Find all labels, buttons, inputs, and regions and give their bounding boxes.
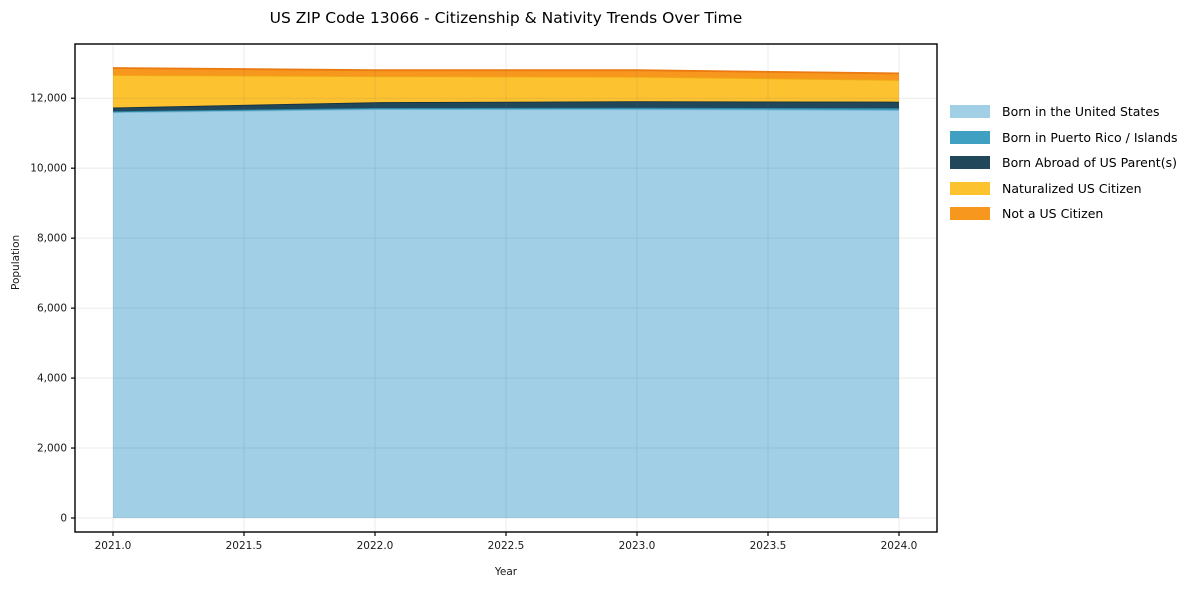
area-series-3 [113, 75, 899, 108]
legend-label: Born Abroad of US Parent(s) [1002, 155, 1177, 171]
legend-item: Born in the United States [950, 99, 1178, 125]
x-tick-label: 2023.5 [750, 540, 787, 552]
x-tick-label: 2021.5 [226, 540, 263, 552]
x-tick-label: 2022.0 [357, 540, 394, 552]
area-series-1 [113, 107, 899, 113]
legend-swatch [950, 156, 990, 170]
legend-item: Born Abroad of US Parent(s) [950, 150, 1178, 176]
x-tick-label: 2022.5 [488, 540, 525, 552]
x-tick-label: 2024.0 [881, 540, 918, 552]
x-tick-label: 2021.0 [95, 540, 132, 552]
y-tick-label: 4,000 [37, 373, 67, 385]
legend-label: Born in the United States [1002, 104, 1160, 120]
legend-item: Not a US Citizen [950, 201, 1178, 227]
y-tick-label: 0 [60, 513, 67, 525]
legend-item: Naturalized US Citizen [950, 176, 1178, 202]
legend-swatch [950, 181, 990, 195]
y-tick-label: 6,000 [37, 303, 67, 315]
y-tick-label: 8,000 [37, 233, 67, 245]
y-tick-label: 12,000 [30, 93, 67, 105]
x-tick-label: 2023.0 [619, 540, 656, 552]
legend-label: Not a US Citizen [1002, 206, 1104, 222]
y-tick-label: 10,000 [30, 163, 67, 175]
legend-swatch [950, 130, 990, 144]
legend: Born in the United States Born in Puerto … [950, 99, 1178, 227]
legend-label: Born in Puerto Rico / Islands [1002, 129, 1178, 145]
chart-title: US ZIP Code 13066 - Citizenship & Nativi… [269, 9, 743, 27]
legend-swatch [950, 207, 990, 221]
legend-label: Naturalized US Citizen [1002, 180, 1142, 196]
x-axis-label: Year [494, 566, 518, 578]
legend-item: Born in Puerto Rico / Islands [950, 125, 1178, 151]
area-series-0 [113, 109, 899, 518]
y-axis-label: Population [10, 234, 22, 290]
y-tick-label: 2,000 [37, 443, 67, 455]
area-edge-4 [112, 67, 900, 75]
legend-swatch [950, 105, 990, 119]
